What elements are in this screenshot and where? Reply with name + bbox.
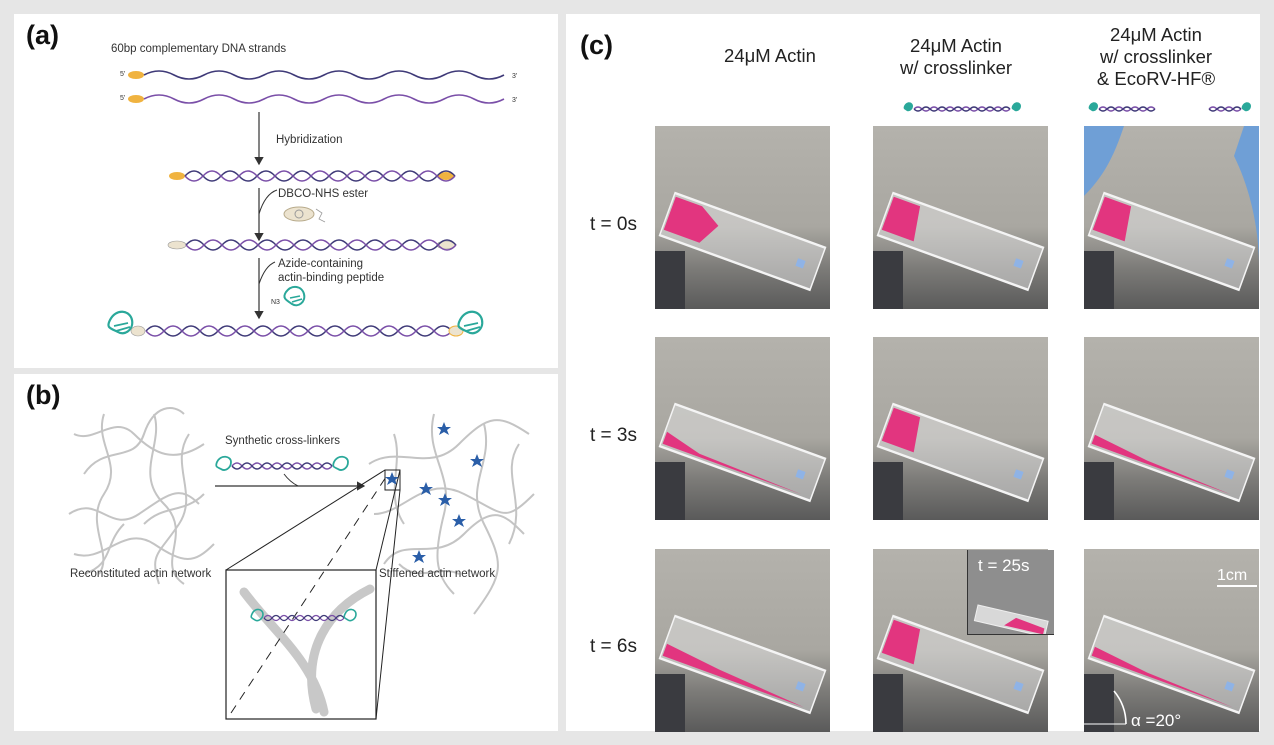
support-block <box>873 462 903 520</box>
cuvette <box>1087 402 1256 503</box>
panel-b-label: (b) <box>26 380 61 410</box>
pink-actin-solution <box>881 407 921 453</box>
reconstituted-network <box>68 407 215 585</box>
actin-network-diagram: Reconstituted actin network Synthetic cr… <box>68 407 535 720</box>
dbco-nhs-label: DBCO-NHS ester <box>278 188 368 200</box>
pink-actin-solution <box>1091 434 1231 495</box>
cuvette-marker <box>1224 681 1235 692</box>
cuvette <box>876 191 1045 292</box>
cuvette <box>876 402 1045 503</box>
support-block <box>1084 462 1114 520</box>
cuvette <box>876 614 1045 715</box>
crosslinker-label: Synthetic cross-linkers <box>225 435 340 447</box>
pink-actin-solution <box>881 619 921 665</box>
cuvette-photo-r3-c3 <box>1084 549 1259 732</box>
row-label-t6: t = 6s <box>590 636 637 657</box>
crosslinker-icon-col3 <box>1088 102 1251 112</box>
dbco-molecule-icon <box>283 206 326 223</box>
svg-text:5': 5' <box>120 95 125 102</box>
azide-peptide-label-2: actin-binding peptide <box>278 272 384 284</box>
double-helix-1 <box>169 170 456 182</box>
cuvette-drawing <box>873 402 1045 520</box>
panel-a-label: (a) <box>26 20 59 50</box>
reconstituted-caption: Reconstituted actin network <box>70 568 212 580</box>
cuvette-photo-r2-c3 <box>1084 337 1259 520</box>
single-strand-1: 5' 3' <box>120 70 517 80</box>
cuvette-drawing <box>655 191 827 309</box>
cuvette-drawing <box>655 614 827 732</box>
pink-actin-solution <box>663 196 719 243</box>
svg-text:3': 3' <box>512 73 517 80</box>
peptide-icon: N3 <box>271 286 306 307</box>
cuvette-photo-r3-c1 <box>655 549 830 732</box>
cuvette-photo-r1-c3 <box>1084 126 1259 309</box>
cuvette-photo-r2-c1 <box>655 337 830 520</box>
cuvette <box>1087 191 1256 292</box>
cuvette <box>1087 614 1256 715</box>
support-block <box>655 251 685 309</box>
stiffened-caption: Stiffened actin network <box>379 568 495 580</box>
scale-label: 1cm <box>1217 567 1248 584</box>
stiffened-network <box>368 413 535 615</box>
cuvette-marker <box>1224 469 1235 480</box>
cuvette-drawing <box>1084 402 1256 520</box>
crosslink-stars <box>385 422 484 563</box>
cuvette-marker <box>1013 681 1024 692</box>
row-label-t3: t = 3s <box>590 425 637 446</box>
cuvette-drawing <box>1084 126 1259 309</box>
glove-hand <box>1084 126 1259 266</box>
row-label-t0: t = 0s <box>590 214 637 235</box>
azide-peptide-label-1: Azide-containing <box>278 258 363 270</box>
cuvette-marker <box>795 681 806 692</box>
cuvette-photo-r1-c2 <box>873 126 1048 309</box>
cuvette-drawing <box>1084 614 1256 732</box>
cuvette-marker <box>1013 258 1024 269</box>
double-helix-2 <box>167 239 457 251</box>
support-block <box>1084 251 1114 309</box>
panel-b: (b) Reconstituted actin network Syntheti… <box>14 374 558 731</box>
scale-bar: 1cm <box>1217 567 1257 587</box>
svg-text:N3: N3 <box>271 299 280 306</box>
column-header-1: 24μM Actin <box>724 45 816 66</box>
zoom-crosslinker <box>250 608 357 622</box>
cuvette-marker <box>1013 469 1024 480</box>
cuvette-marker <box>795 258 806 269</box>
cuvette <box>658 402 827 503</box>
crosslinker-icon-col2 <box>903 102 1021 112</box>
panel-a: (a) 60bp complementary DNA strands 5' 3'… <box>14 14 558 368</box>
crosslinker-icon <box>215 455 349 471</box>
support-block <box>655 674 685 732</box>
cuvette <box>658 614 827 715</box>
cuvette-marker <box>795 469 806 480</box>
pink-actin-solution <box>662 643 804 708</box>
column-header-2: 24μM Actin w/ crosslinker <box>899 35 1013 78</box>
cuvette-photo-r2-c2 <box>873 337 1048 520</box>
support-block <box>1084 674 1114 732</box>
support-block <box>655 462 685 520</box>
pink-actin-solution <box>881 196 921 242</box>
cuvette-drawing <box>655 402 827 520</box>
support-block <box>873 251 903 309</box>
support-block <box>873 674 903 732</box>
header-crosslinker-icons <box>903 102 1251 112</box>
cuvette-marker <box>1224 258 1235 269</box>
pink-actin-solution <box>1092 196 1132 242</box>
single-strand-2: 5' 3' <box>120 94 517 104</box>
cuvette-photo-r1-c1 <box>655 126 830 309</box>
final-crosslinker <box>107 310 484 337</box>
svg-text:3': 3' <box>512 97 517 104</box>
cuvette-drawing <box>873 614 1045 732</box>
zoom-region <box>384 469 401 491</box>
svg-text:5': 5' <box>120 71 125 78</box>
panel-c: (c) 24μM Actin 24μM Actin w/ crosslinker… <box>566 14 1260 732</box>
inset-time-label: t = 25s <box>978 556 1030 575</box>
column-header-3: 24μM Actin w/ crosslinker & EcoRV-HF® <box>1096 24 1216 89</box>
pink-actin-solution <box>1091 646 1233 708</box>
dna-strands-title: 60bp complementary DNA strands <box>111 43 286 55</box>
panel-c-label: (c) <box>580 30 613 60</box>
dna-crosslinker-synthesis-diagram: 60bp complementary DNA strands 5' 3' 5' … <box>107 43 517 337</box>
cuvette-drawing <box>873 191 1045 309</box>
hybridization-label: Hybridization <box>276 134 342 146</box>
inset-25s: t = 25s <box>967 550 1054 635</box>
